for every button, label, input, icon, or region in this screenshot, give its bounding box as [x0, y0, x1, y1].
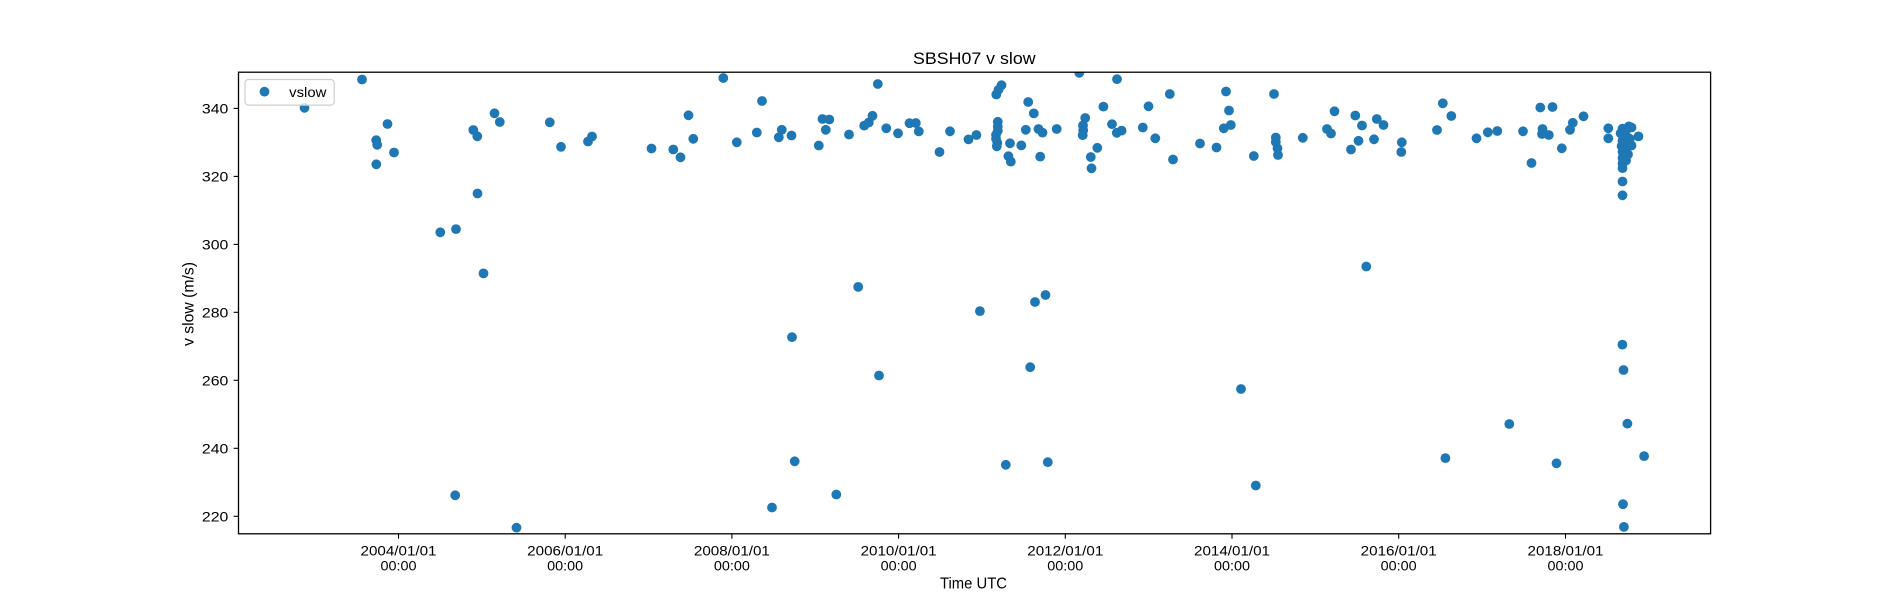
svg-text:Time UTC: Time UTC — [940, 575, 1007, 592]
svg-text:00:00: 00:00 — [714, 558, 750, 574]
svg-text:2014/01/01: 2014/01/01 — [1194, 543, 1270, 559]
svg-text:00:00: 00:00 — [547, 558, 583, 574]
svg-text:280: 280 — [202, 304, 229, 320]
svg-text:340: 340 — [202, 100, 229, 116]
svg-text:SBSH07 v slow: SBSH07 v slow — [913, 50, 1036, 68]
svg-text:2012/01/01: 2012/01/01 — [1027, 543, 1103, 559]
svg-text:00:00: 00:00 — [1047, 558, 1083, 574]
svg-text:220: 220 — [202, 508, 229, 524]
svg-text:00:00: 00:00 — [1214, 558, 1250, 574]
svg-text:00:00: 00:00 — [381, 558, 417, 574]
svg-text:00:00: 00:00 — [1381, 558, 1417, 574]
svg-text:240: 240 — [202, 440, 229, 456]
svg-text:00:00: 00:00 — [1548, 558, 1584, 574]
svg-text:320: 320 — [202, 168, 229, 184]
svg-text:260: 260 — [202, 372, 229, 388]
svg-text:00:00: 00:00 — [881, 558, 917, 574]
svg-text:2004/01/01: 2004/01/01 — [361, 543, 437, 559]
svg-text:2006/01/01: 2006/01/01 — [527, 543, 603, 559]
svg-text:300: 300 — [202, 236, 229, 252]
svg-text:2016/01/01: 2016/01/01 — [1361, 543, 1437, 559]
svg-text:2018/01/01: 2018/01/01 — [1528, 543, 1604, 559]
svg-text:2008/01/01: 2008/01/01 — [694, 543, 770, 559]
svg-text:vslow: vslow — [289, 84, 327, 100]
svg-text:v slow (m/s): v slow (m/s) — [180, 262, 197, 346]
svg-text:2010/01/01: 2010/01/01 — [861, 543, 937, 559]
